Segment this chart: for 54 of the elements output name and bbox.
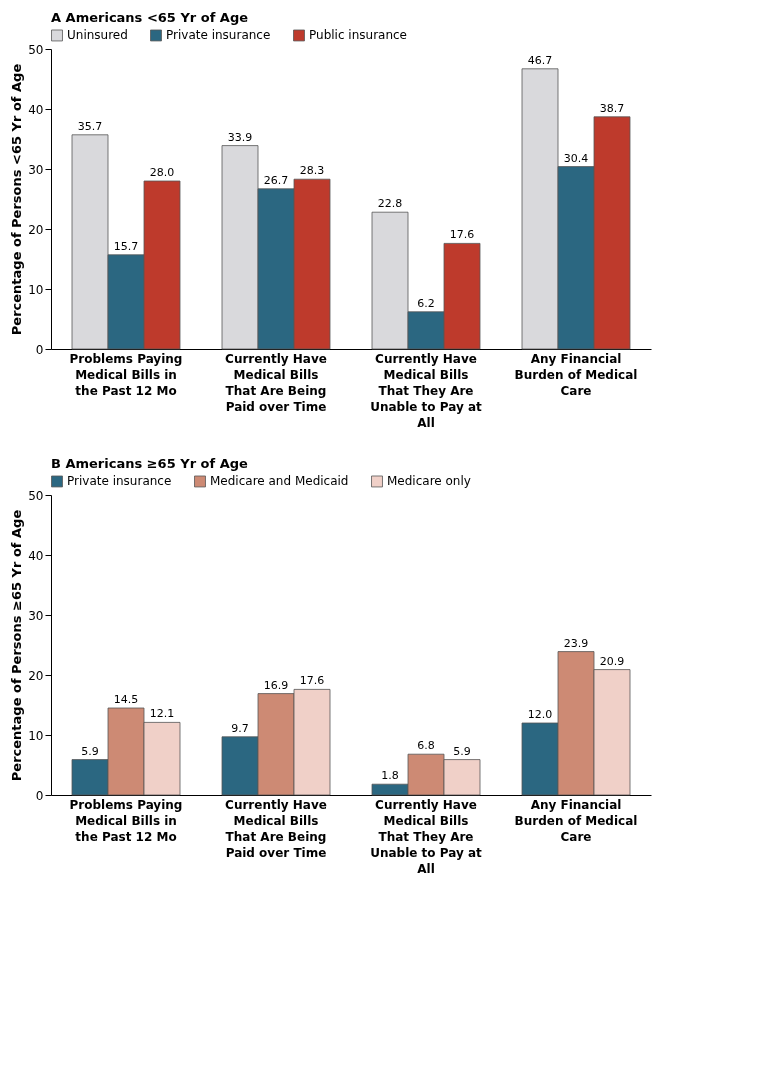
legend-label: Private insurance <box>67 474 172 489</box>
y-tick-label: 10 <box>28 282 44 297</box>
y-tick-label: 20 <box>28 222 44 237</box>
data-label: 33.9 <box>227 130 253 144</box>
y-tick-label: 30 <box>28 162 44 177</box>
data-label: 9.7 <box>231 721 249 735</box>
y-tick-label: 40 <box>28 102 44 117</box>
legend-label: Medicare only <box>387 474 471 489</box>
data-label: 6.2 <box>417 296 435 310</box>
data-label: 46.7 <box>527 53 553 67</box>
y-tick-label: 0 <box>35 342 44 357</box>
legend-label: Medicare and Medicaid <box>210 474 349 489</box>
y-axis-title: Percentage of Persons <65 Yr of Age <box>9 63 25 336</box>
y-tick-label: 30 <box>28 608 44 623</box>
data-label: 12.1 <box>149 707 175 721</box>
data-label: 5.9 <box>453 744 471 758</box>
y-tick-label: 20 <box>28 668 44 683</box>
data-label: 20.9 <box>599 654 625 668</box>
data-label: 1.8 <box>381 769 399 783</box>
data-label: 22.8 <box>377 197 403 211</box>
data-label: 26.7 <box>263 173 289 187</box>
y-tick-label: 0 <box>35 788 44 803</box>
data-label: 28.0 <box>149 166 175 179</box>
chart-title: A Americans <65 Yr of Age <box>51 10 249 25</box>
x-tick-label: Any Financial Burden of Medical Care <box>514 797 638 844</box>
x-tick-label: Currently Have Medical Bills That Are Being Paid over Time <box>225 797 327 860</box>
data-label: 16.9 <box>263 678 289 692</box>
legend-label: Uninsured <box>67 28 128 43</box>
data-label: 17.6 <box>449 228 475 242</box>
data-label: 38.7 <box>599 101 625 115</box>
data-label: 23.9 <box>563 636 589 650</box>
x-tick-label: Any Financial Burden of Medical Care <box>514 351 638 398</box>
data-label: 6.8 <box>417 739 435 753</box>
y-tick-label: 50 <box>28 488 44 503</box>
data-label: 5.9 <box>81 744 99 758</box>
x-tick-label: Currently Have Medical Bills That They Are Unable to Pay at All <box>370 351 483 430</box>
data-label: 15.7 <box>113 239 139 253</box>
x-tick-label: Problems Paying Medical Bills in the Past 12 Mo <box>69 797 183 844</box>
data-label: 17.6 <box>299 674 325 688</box>
data-label: 28.3 <box>299 164 325 178</box>
x-tick-label: Currently Have Medical Bills That They Are Unable to Pay at All <box>370 797 483 876</box>
x-tick-label: Problems Paying Medical Bills in the Past 12 Mo <box>69 351 183 398</box>
y-axis-title: Percentage of Persons ≥65 Yr of Age <box>9 509 25 782</box>
legend-label: Public insurance <box>309 28 407 43</box>
y-tick-label: 50 <box>28 42 44 57</box>
y-tick-label: 40 <box>28 548 44 563</box>
legend-label: Private insurance <box>166 28 271 43</box>
y-tick-label: 10 <box>28 728 44 743</box>
data-label: 14.5 <box>113 693 139 706</box>
data-label: 35.7 <box>77 119 103 133</box>
data-label: 30.4 <box>563 151 589 165</box>
chart-title: B Americans ≥65 Yr of Age <box>51 456 249 471</box>
data-label: 12.0 <box>527 708 553 721</box>
x-tick-label: Currently Have Medical Bills That Are Being Paid over Time <box>225 351 327 414</box>
